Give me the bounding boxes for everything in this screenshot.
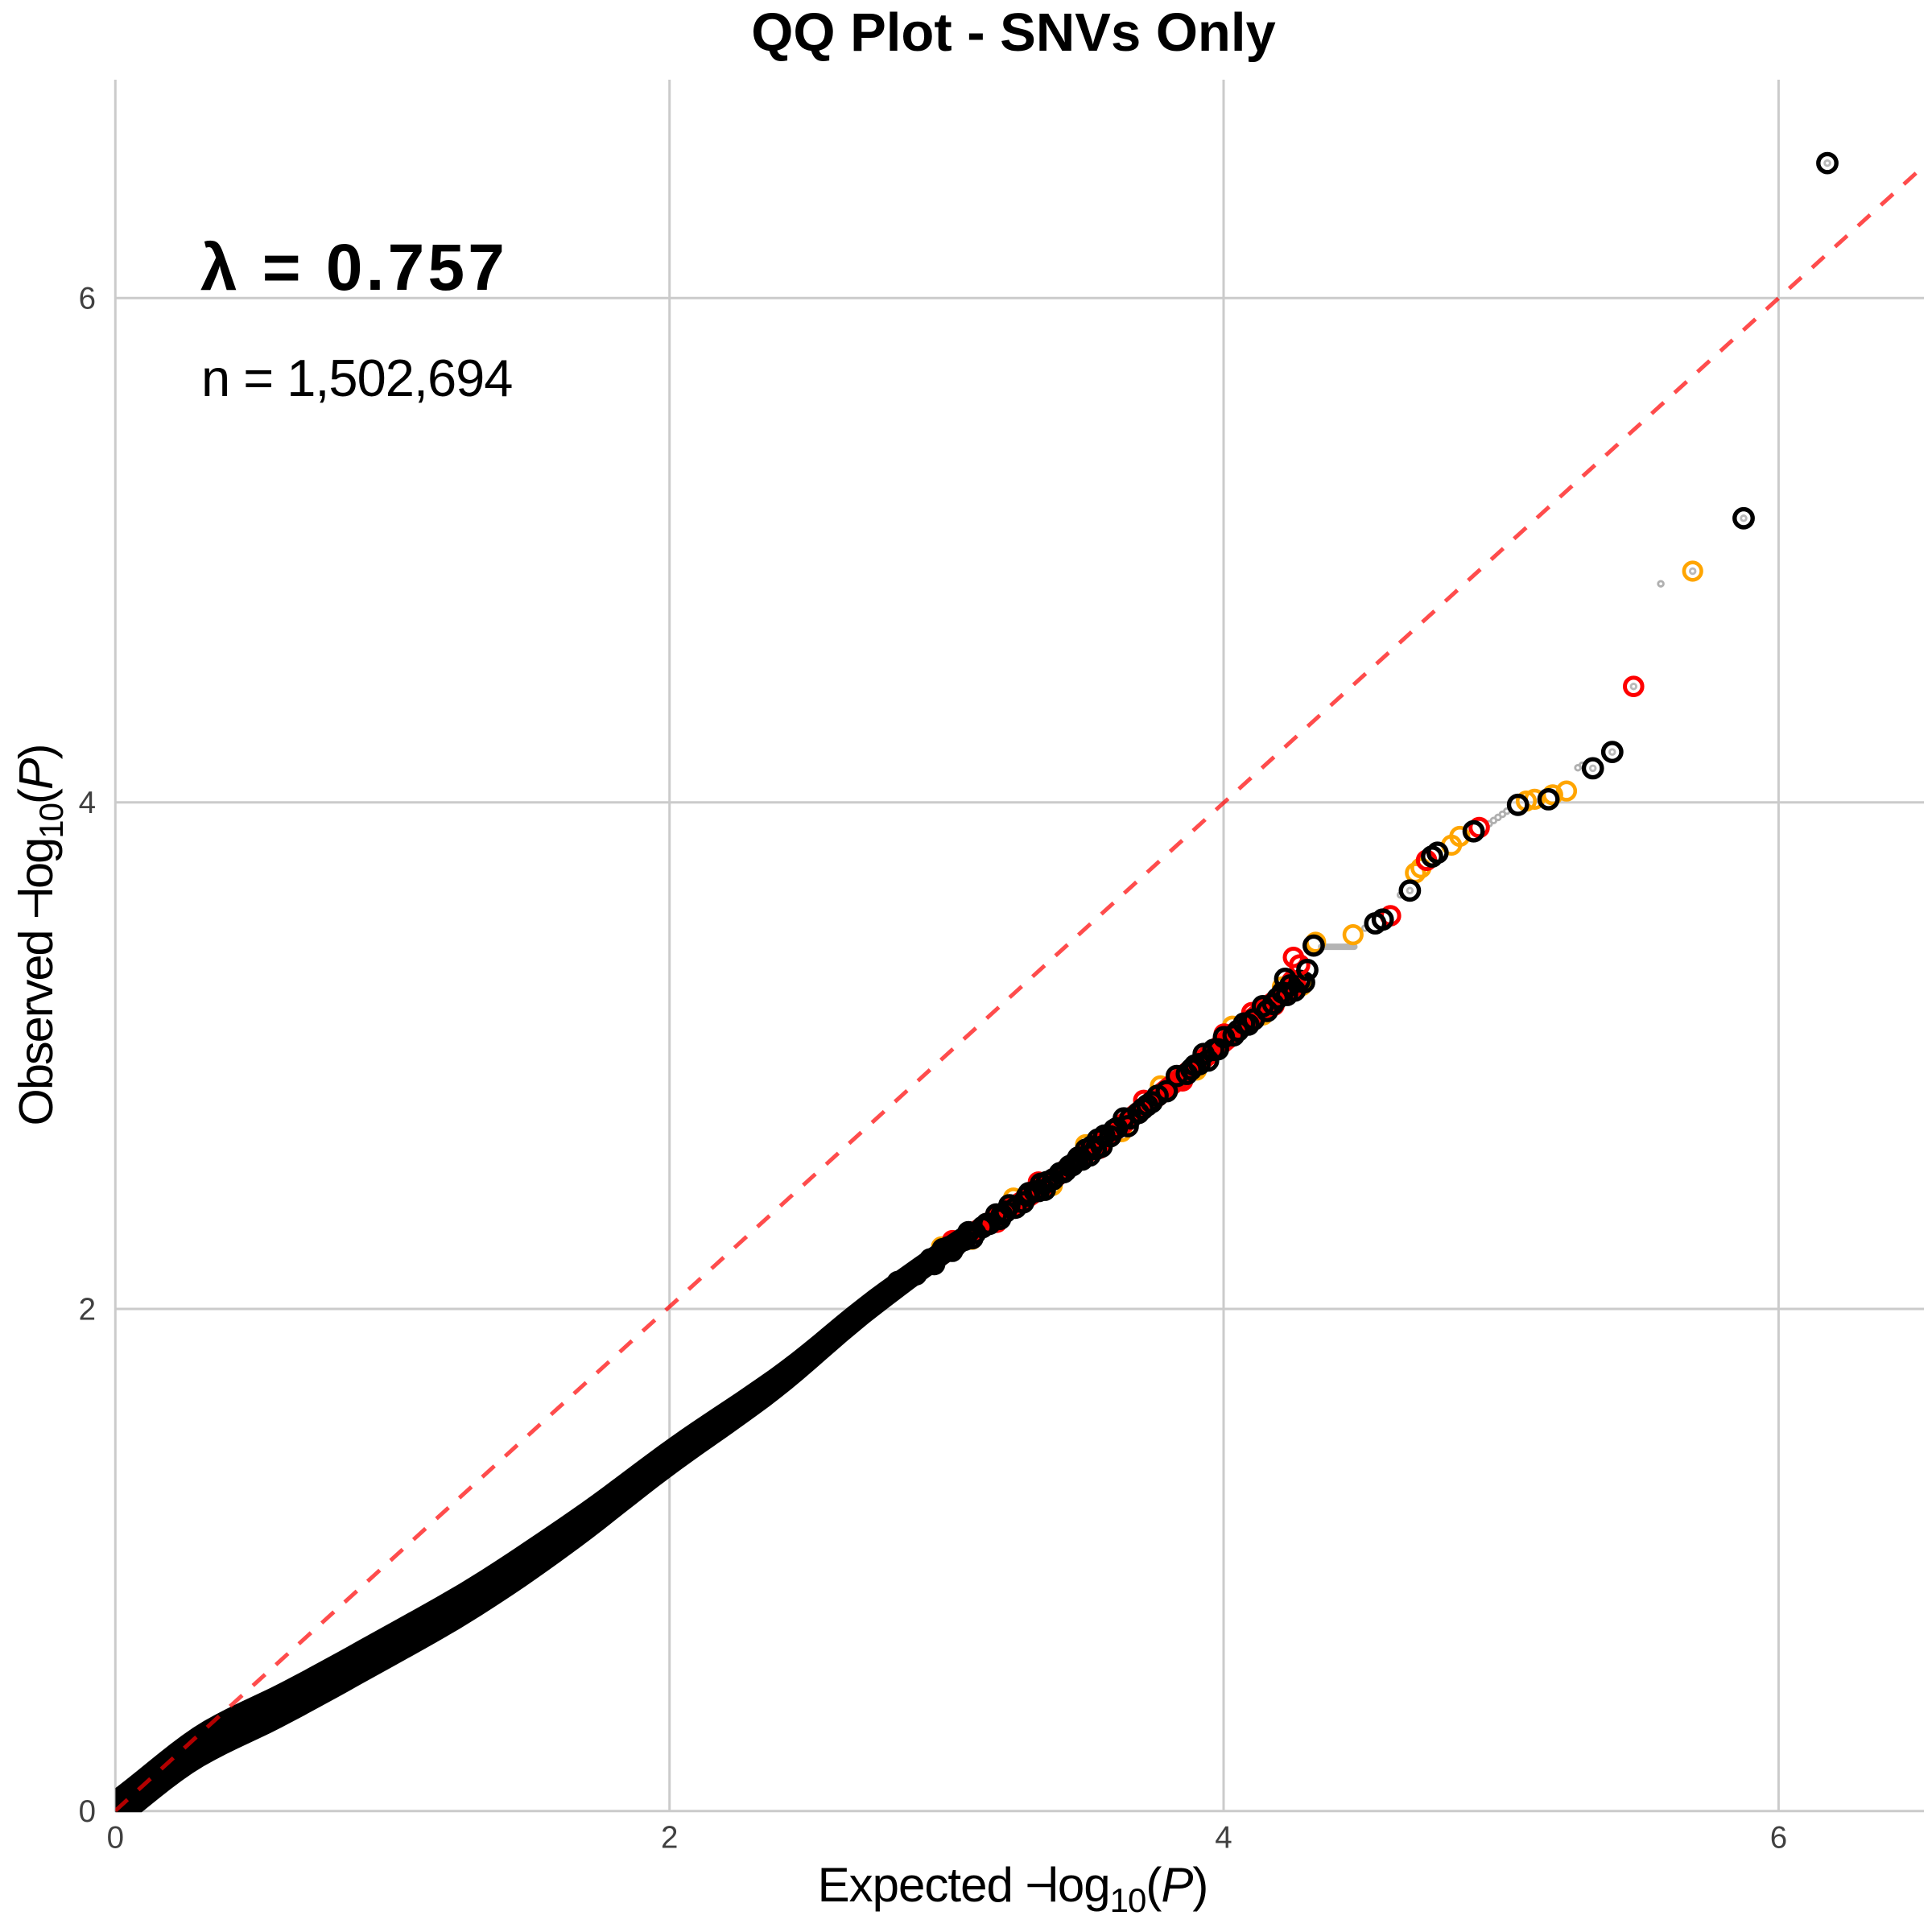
svg-text:λ = 0.757: λ = 0.757	[200, 231, 508, 304]
svg-text:Expected −log10(P): Expected −log10(P)	[818, 1858, 1208, 1919]
svg-text:6: 6	[1770, 1821, 1787, 1856]
svg-text:Observed −log10(P): Observed −log10(P)	[9, 745, 70, 1126]
svg-text:n = 1,502,694: n = 1,502,694	[201, 349, 512, 407]
svg-text:4: 4	[79, 786, 96, 820]
svg-text:QQ Plot - SNVs Only: QQ Plot - SNVs Only	[751, 2, 1275, 63]
svg-text:2: 2	[79, 1292, 96, 1327]
svg-text:0: 0	[107, 1821, 124, 1856]
svg-text:0: 0	[79, 1794, 96, 1829]
svg-text:4: 4	[1215, 1821, 1232, 1856]
svg-text:6: 6	[79, 282, 96, 316]
svg-text:2: 2	[661, 1821, 678, 1856]
